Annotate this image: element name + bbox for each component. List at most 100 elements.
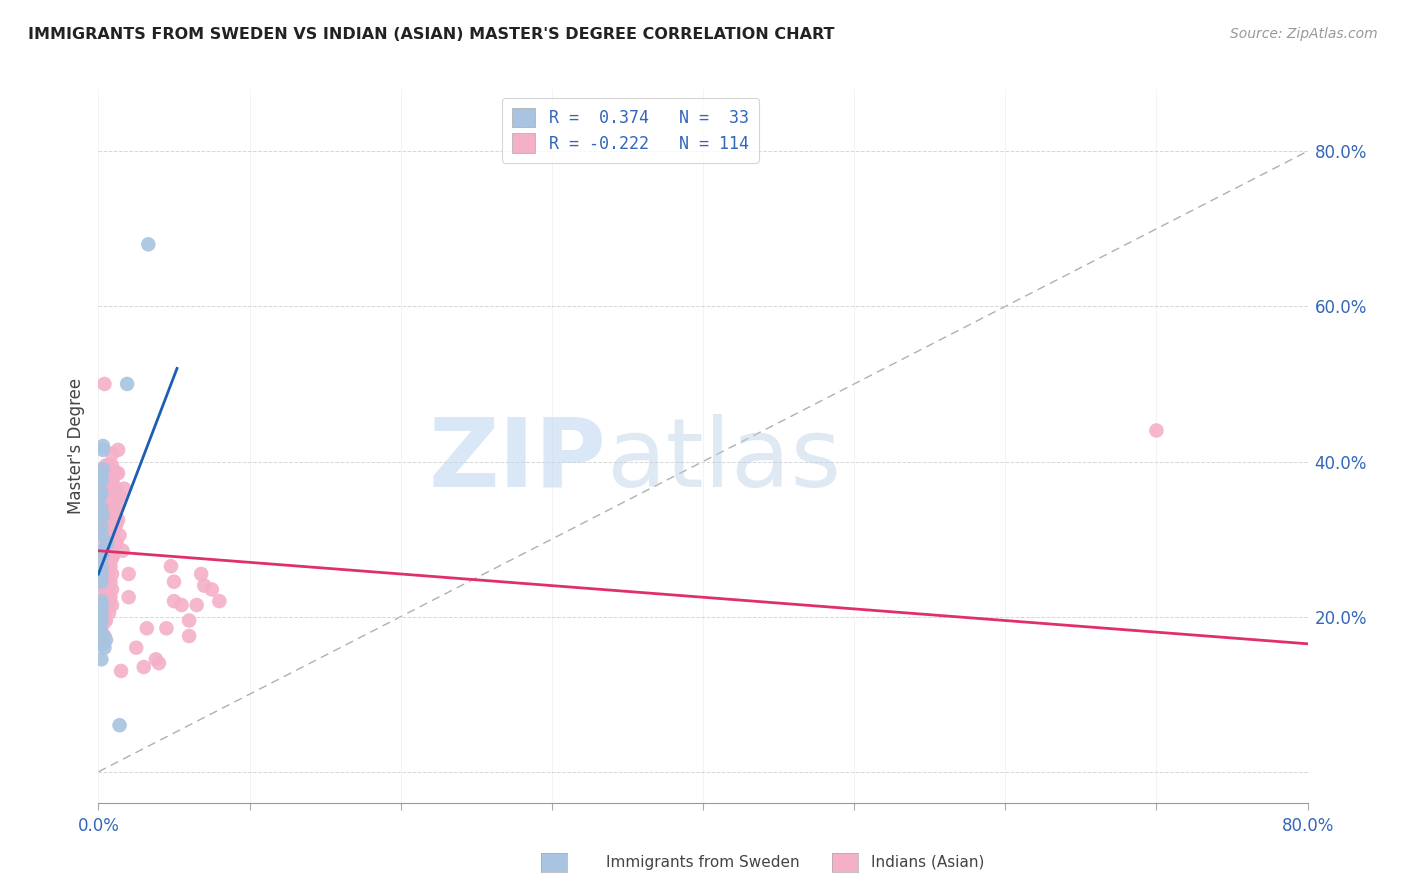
Point: [94, 579, 117, 593]
Point: [160, 559, 183, 574]
Point: [179, 629, 201, 643]
Point: [103, 548, 125, 562]
Point: [90, 520, 112, 534]
Point: [91, 555, 114, 569]
Point: [96, 563, 118, 577]
Point: [91, 629, 114, 643]
Point: [170, 598, 193, 612]
Point: [98, 563, 121, 577]
Point: [101, 566, 124, 581]
Point: [145, 652, 167, 666]
Point: [107, 513, 129, 527]
Point: [100, 516, 122, 531]
Point: [90, 566, 112, 581]
Point: [96, 551, 118, 566]
Point: [90, 574, 112, 589]
Point: [91, 490, 114, 504]
Point: [115, 376, 138, 391]
Point: [112, 482, 135, 496]
Point: [91, 508, 114, 523]
Point: [96, 586, 118, 600]
Point: [1144, 424, 1167, 438]
Point: [98, 508, 121, 523]
Point: [105, 497, 128, 511]
Point: [94, 614, 117, 628]
Point: [103, 501, 125, 516]
Point: [100, 559, 122, 574]
Point: [163, 594, 186, 608]
Point: [91, 617, 114, 632]
Point: [96, 470, 118, 484]
Point: [98, 497, 121, 511]
Point: [100, 501, 122, 516]
Point: [90, 543, 112, 558]
Point: [155, 621, 177, 635]
Point: [94, 528, 117, 542]
Point: [93, 559, 115, 574]
Point: [98, 536, 121, 550]
Point: [96, 528, 118, 542]
Point: [103, 516, 125, 531]
Point: [201, 582, 224, 597]
Point: [98, 551, 121, 566]
Point: [148, 656, 170, 670]
Point: [90, 606, 112, 620]
Point: [101, 447, 124, 461]
Point: [94, 602, 117, 616]
Point: [94, 543, 117, 558]
Point: [94, 490, 117, 504]
Point: [91, 594, 114, 608]
Point: [98, 579, 121, 593]
Point: [98, 485, 121, 500]
Point: [90, 614, 112, 628]
Point: [110, 664, 132, 678]
Point: [96, 505, 118, 519]
Point: [93, 520, 115, 534]
Point: [91, 579, 114, 593]
Point: [105, 516, 128, 531]
Point: [103, 532, 125, 546]
Point: [93, 629, 115, 643]
Point: [208, 594, 231, 608]
Point: [105, 482, 128, 496]
Point: [118, 566, 141, 581]
Point: [93, 548, 115, 562]
Text: Immigrants from Sweden: Immigrants from Sweden: [606, 855, 800, 870]
Point: [108, 490, 131, 504]
Point: [90, 637, 112, 651]
Point: [104, 490, 127, 504]
Point: [89, 490, 111, 504]
Point: [132, 660, 155, 674]
Point: [190, 566, 212, 581]
Point: [163, 574, 186, 589]
Point: [90, 485, 112, 500]
Point: [100, 543, 122, 558]
Point: [125, 640, 148, 655]
Text: Indians (Asian): Indians (Asian): [872, 855, 984, 870]
Point: [90, 501, 112, 516]
Point: [94, 477, 117, 491]
Point: [107, 490, 129, 504]
Point: [98, 458, 121, 473]
Point: [104, 536, 127, 550]
Point: [96, 482, 118, 496]
Point: [101, 458, 124, 473]
Point: [193, 579, 215, 593]
Text: ZIP: ZIP: [429, 414, 606, 507]
Point: [93, 528, 115, 542]
Point: [93, 376, 115, 391]
Point: [93, 470, 115, 484]
Point: [91, 462, 114, 476]
Point: [101, 505, 124, 519]
Point: [105, 466, 128, 480]
Point: [100, 477, 122, 491]
Point: [107, 442, 129, 457]
Point: [186, 598, 208, 612]
Point: [91, 566, 114, 581]
Point: [91, 536, 114, 550]
Point: [91, 508, 114, 523]
Point: [101, 598, 124, 612]
Point: [90, 598, 112, 612]
Point: [104, 520, 127, 534]
Point: [101, 582, 124, 597]
